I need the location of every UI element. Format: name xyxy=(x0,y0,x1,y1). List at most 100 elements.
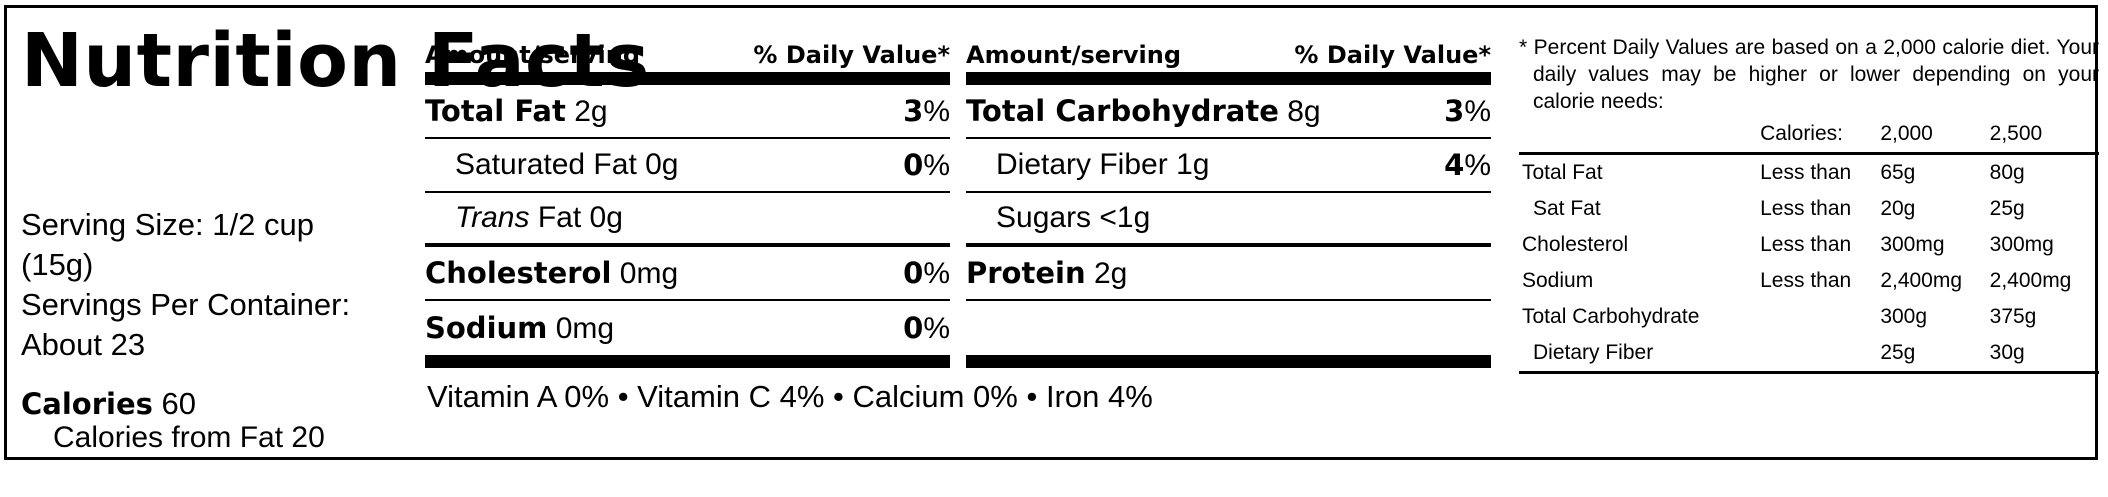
nutrient-row-protein: Protein 2g xyxy=(966,247,1491,301)
table-cell: 375g xyxy=(1989,305,2037,328)
nutrient-row-dietary-fiber: Dietary Fiber 1g 4% xyxy=(966,139,1491,193)
amount-header: Amount/serving xyxy=(966,41,1182,69)
table-cell xyxy=(1519,116,1760,154)
footnote-text: * Percent Daily Values are based on a 2,… xyxy=(1519,36,2099,113)
table-cell: 300mg xyxy=(1989,233,2054,256)
nutrient-amount: 0mg xyxy=(555,311,615,345)
calories-label: Calories xyxy=(21,387,153,421)
table-cell: 25g xyxy=(1880,335,1990,374)
percent-sign: % xyxy=(923,311,950,345)
table-cell: 2,500 xyxy=(1989,122,2043,145)
nutrient-amount: 2g xyxy=(1093,256,1128,290)
nutrient-name-italic: Trans xyxy=(455,201,530,234)
label-title: Nutrition Facts xyxy=(21,24,650,98)
nutrient-row-saturated-fat: Saturated Fat 0g 0% xyxy=(425,139,950,193)
nutrient-amount: 0g xyxy=(645,148,679,181)
percent-sign: % xyxy=(923,256,950,290)
nutrient-amount: <1g xyxy=(1099,201,1151,234)
nutrient-amount: 0g xyxy=(589,201,623,234)
daily-value-table: Calories: 2,000 2,500 Total Fat Less tha… xyxy=(1519,116,2099,374)
nutrient-name: Fat xyxy=(537,201,582,234)
thick-divider xyxy=(966,355,1491,368)
table-row: Cholesterol Less than 300mg 300mg xyxy=(1519,227,2099,263)
daily-value-number: 0 xyxy=(903,310,924,345)
calories-from-fat: Calories from Fat 20 xyxy=(53,421,325,454)
nutrient-amount: 2g xyxy=(574,94,608,128)
table-cell: Total Fat xyxy=(1519,152,1761,191)
serving-info: Serving Size: 1/2 cup (15g) Servings Per… xyxy=(21,205,381,365)
nutrient-name: Cholesterol xyxy=(425,255,612,290)
empty-row xyxy=(966,301,1491,355)
vitamins-line: Vitamin A 0% • Vitamin C 4% • Calcium 0%… xyxy=(427,379,1153,414)
nutrient-row-trans-fat: Trans Fat 0g xyxy=(425,193,950,247)
nutrient-row-cholesterol: Cholesterol 0mg 0% xyxy=(425,247,950,301)
daily-value-header: % Daily Value* xyxy=(1294,41,1491,69)
daily-value-number: 3 xyxy=(903,93,924,128)
table-cell: Calories: xyxy=(1760,122,1843,145)
nutrient-row-total-fat: Total Fat 2g 3% xyxy=(425,85,950,139)
table-cell: 300mg xyxy=(1880,233,1945,256)
percent-sign: % xyxy=(1464,148,1491,182)
table-header-row: Calories: 2,000 2,500 xyxy=(1519,116,2099,154)
table-row: Total Fat Less than 65g 80g xyxy=(1519,152,2099,191)
table-cell: Less than xyxy=(1760,197,1852,220)
nutrient-name: Total Carbohydrate xyxy=(966,93,1279,128)
table-cell: Dietary Fiber xyxy=(1519,335,1761,374)
table-row: Sat Fat Less than 20g 25g xyxy=(1519,191,2099,227)
table-cell: Total Carbohydrate xyxy=(1522,305,1700,328)
table-cell: Less than xyxy=(1760,152,1881,191)
percent-sign: % xyxy=(1464,94,1491,128)
percent-sign: % xyxy=(923,94,950,128)
nutrient-name: Sugars xyxy=(996,201,1092,234)
amount-header: Amount/serving xyxy=(425,41,641,69)
nutrition-label: Nutrition Facts Serving Size: 1/2 cup (1… xyxy=(4,5,2099,460)
table-cell: Less than xyxy=(1760,269,1852,292)
daily-value-header: % Daily Value* xyxy=(753,41,950,69)
nutrient-name: Sodium xyxy=(425,310,548,345)
nutrient-name: Total Fat xyxy=(425,93,566,128)
table-cell: Sat Fat xyxy=(1533,197,1601,220)
nutrient-name: Saturated Fat xyxy=(455,148,637,181)
calories-line: Calories 60 xyxy=(21,386,196,422)
nutrient-row-total-carbohydrate: Total Carbohydrate 8g 3% xyxy=(966,85,1491,139)
column-header: Amount/serving % Daily Value* xyxy=(425,38,950,85)
nutrient-name: Protein xyxy=(966,255,1086,290)
nutrient-amount: 8g xyxy=(1287,94,1321,128)
table-row: Total Carbohydrate 300g 375g xyxy=(1519,299,2099,335)
nutrient-column-right: Amount/serving % Daily Value* Total Carb… xyxy=(966,38,1491,368)
nutrient-amount: 0mg xyxy=(619,256,679,290)
percent-sign: % xyxy=(923,148,950,182)
column-header: Amount/serving % Daily Value* xyxy=(966,38,1491,85)
nutrient-name: Dietary Fiber xyxy=(996,148,1168,181)
daily-value-number: 0 xyxy=(903,255,924,290)
thick-divider xyxy=(425,355,950,368)
table-row: Sodium Less than 2,400mg 2,400mg xyxy=(1519,263,2099,299)
serving-size: Serving Size: 1/2 cup (15g) xyxy=(21,207,314,282)
daily-value-number: 3 xyxy=(1444,93,1465,128)
table-cell: 2,000 xyxy=(1880,122,1933,145)
table-cell: 80g xyxy=(1989,152,2099,191)
daily-value-number: 4 xyxy=(1444,147,1465,182)
table-cell: 65g xyxy=(1880,152,1990,191)
title-text: Nutrition Facts xyxy=(21,18,650,104)
table-cell: 25g xyxy=(1989,197,2025,220)
daily-value-number: 0 xyxy=(903,147,924,182)
table-cell: 20g xyxy=(1880,197,1916,220)
table-cell: 2,400mg xyxy=(1880,269,1963,292)
table-cell xyxy=(1760,299,1880,335)
nutrient-column-left: Amount/serving % Daily Value* Total Fat … xyxy=(425,38,950,368)
servings-per-container: Servings Per Container: About 23 xyxy=(21,287,351,362)
table-cell: Sodium xyxy=(1522,269,1594,292)
table-cell: 2,400mg xyxy=(1989,269,2072,292)
table-cell: 300g xyxy=(1880,305,1928,328)
table-cell: Cholesterol xyxy=(1522,233,1629,256)
calories-value: 60 xyxy=(161,386,196,421)
table-cell: Less than xyxy=(1760,233,1852,256)
daily-value-footnote: * Percent Daily Values are based on a 2,… xyxy=(1519,34,2099,374)
nutrient-row-sugars: Sugars <1g xyxy=(966,193,1491,247)
table-row: Dietary Fiber 25g 30g xyxy=(1519,335,2099,374)
nutrient-amount: 1g xyxy=(1176,148,1210,181)
table-cell: 30g xyxy=(1989,335,2099,374)
nutrient-row-sodium: Sodium 0mg 0% xyxy=(425,301,950,355)
table-cell xyxy=(1760,335,1881,374)
